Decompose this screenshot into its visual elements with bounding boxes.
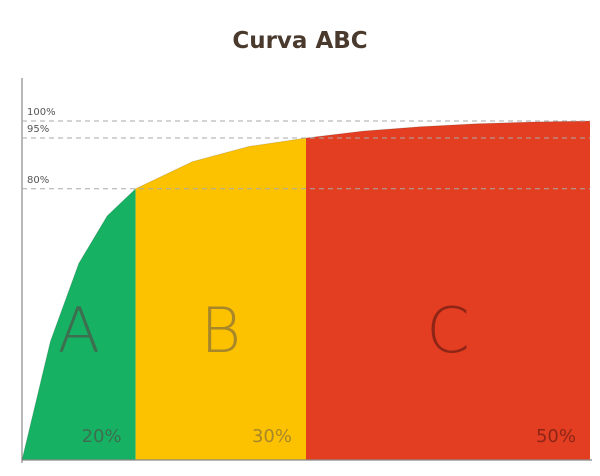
chart-title: Curva ABC	[232, 28, 367, 54]
zone-percent: 30%	[252, 426, 292, 447]
y-tick-label: 80%	[27, 175, 49, 186]
zone-percent: 50%	[536, 426, 576, 447]
zone	[135, 121, 306, 460]
y-tick-label: 100%	[27, 107, 56, 118]
zone	[306, 121, 590, 460]
zone-letter: A	[58, 294, 100, 367]
curve	[21, 120, 591, 461]
y-tick-label: 95%	[27, 124, 49, 135]
zone-letter: C	[426, 294, 469, 367]
zones	[22, 121, 590, 460]
zone-percent: 20%	[82, 426, 122, 447]
zone-letter: B	[200, 294, 241, 367]
zone	[22, 121, 136, 460]
